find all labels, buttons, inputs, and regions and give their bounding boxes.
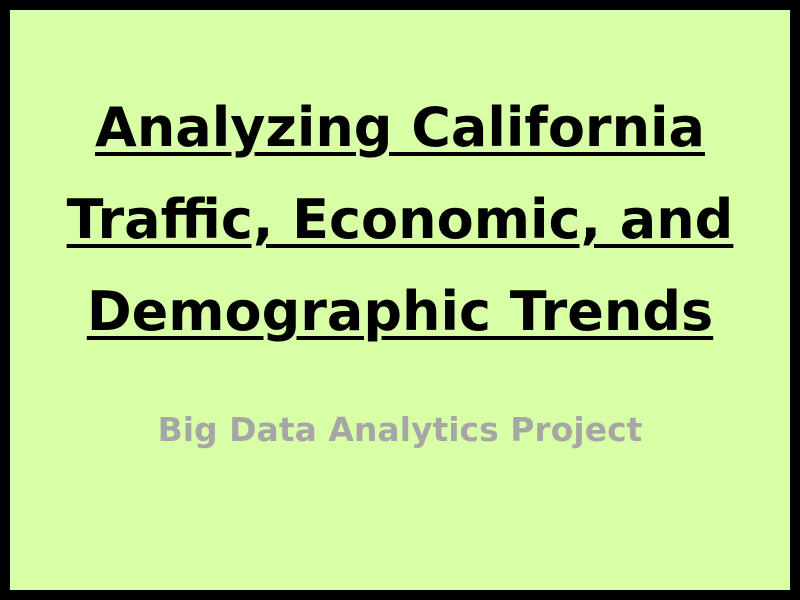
title-slide: Analyzing California Traffic, Economic, … [10,10,790,590]
title-line-3: Demographic Trends [86,280,714,343]
title-line-2: Traffic, Economic, and [66,188,734,251]
slide-subtitle: Big Data Analytics Project [157,410,643,449]
title-line-1: Analyzing California [95,96,705,159]
slide-title: Analyzing California Traffic, Economic, … [10,82,790,358]
